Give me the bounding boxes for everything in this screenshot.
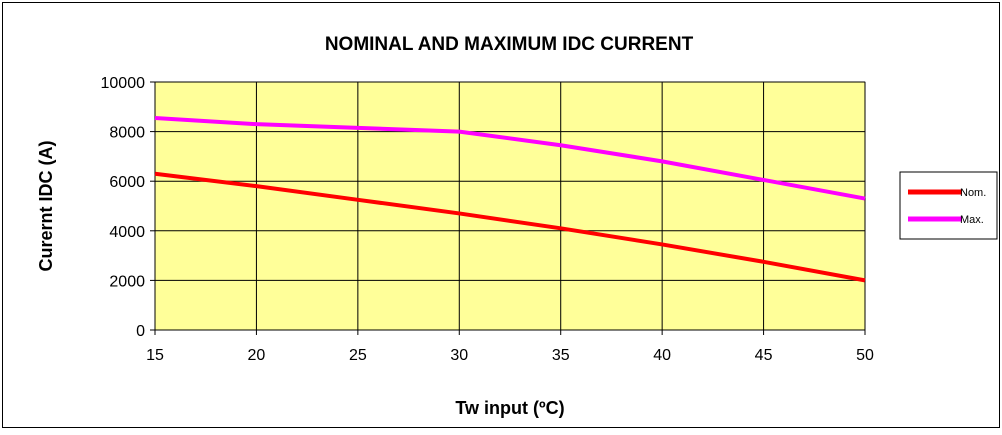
y-tick-label: 6000 <box>109 174 145 191</box>
y-axis-title: Curernt IDC (A) <box>36 141 56 272</box>
legend-label-nom: Nom. <box>960 187 986 199</box>
x-tick-label: 30 <box>450 347 468 364</box>
x-tick-labels: 15 20 25 30 35 40 45 50 <box>146 347 874 364</box>
x-axis-title: Tw input (ºC) <box>455 398 564 418</box>
y-tick-label: 4000 <box>109 224 145 241</box>
legend-box <box>899 171 998 240</box>
y-tick-label: 0 <box>136 323 145 340</box>
grid-lines <box>155 81 866 330</box>
x-tick-label: 50 <box>856 347 874 364</box>
y-tick-label: 8000 <box>109 125 145 142</box>
x-tick-label: 20 <box>248 347 266 364</box>
legend: Nom. Max. <box>899 171 998 240</box>
series-line-nom <box>154 171 866 283</box>
x-tick-label: 15 <box>146 347 164 364</box>
y-tick-label: 2000 <box>109 273 145 290</box>
series-line-max <box>154 115 866 201</box>
x-tick-label: 40 <box>653 347 671 364</box>
series-lines <box>154 115 866 283</box>
x-tick-label: 25 <box>349 347 367 364</box>
x-tick-label: 35 <box>552 347 570 364</box>
axes <box>150 81 866 335</box>
legend-label-max: Max. <box>960 214 984 226</box>
chart-title: NOMINAL AND MAXIMUM IDC CURRENT <box>325 34 694 55</box>
y-tick-label: 10000 <box>101 75 146 92</box>
plot-area <box>154 81 866 331</box>
x-tick-label: 45 <box>755 347 773 364</box>
y-tick-labels: 0 2000 4000 6000 8000 10000 <box>101 75 146 340</box>
